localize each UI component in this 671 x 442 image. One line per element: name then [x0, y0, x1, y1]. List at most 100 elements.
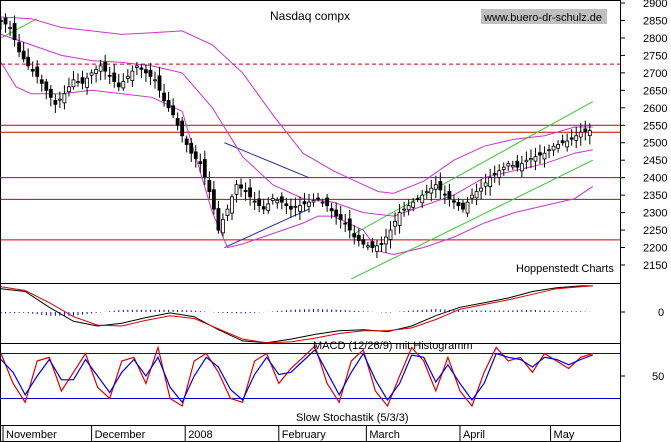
candle-body — [17, 42, 22, 53]
candle-body — [302, 201, 307, 205]
candle-body — [234, 184, 239, 195]
trend-line — [0, 18, 38, 39]
candle-body — [202, 159, 207, 178]
candle-body — [470, 194, 474, 199]
candle-body — [578, 131, 583, 138]
candle-body — [39, 79, 44, 84]
candle-body — [388, 229, 393, 240]
candle-body — [465, 201, 470, 214]
candle-body — [329, 208, 334, 212]
candle-body — [474, 191, 479, 199]
candle-body — [134, 65, 139, 68]
candle-body — [261, 206, 266, 210]
candle-body — [365, 245, 370, 248]
candle-body — [189, 142, 194, 154]
candle-body — [252, 200, 257, 203]
candle-body — [30, 69, 35, 72]
candle-body — [438, 181, 443, 191]
bollinger-lower-band — [0, 62, 594, 256]
macd-layer — [0, 285, 593, 344]
candle-body — [239, 184, 243, 189]
y-tick-label: 2850 — [643, 15, 667, 27]
candle-body — [569, 137, 574, 140]
candle-body — [307, 201, 311, 207]
candle-body — [112, 72, 117, 82]
y-tick-label: 2250 — [643, 225, 667, 237]
candle-body — [461, 202, 465, 210]
candle-body — [393, 220, 397, 227]
candle-body — [343, 222, 348, 225]
candle-body — [347, 218, 352, 231]
stoch-k-line — [0, 344, 593, 408]
candle-body — [257, 198, 262, 207]
y-tick-label: 2600 — [643, 103, 667, 115]
x-month-label: March — [369, 429, 400, 441]
candle-body — [89, 72, 94, 76]
candle-body — [565, 140, 570, 148]
macd-label: MACD (12/26/9) mit Histogramm — [313, 340, 473, 352]
candle-body — [225, 208, 230, 216]
trend-line — [224, 142, 310, 179]
candle-body — [243, 189, 248, 193]
candle-body — [198, 161, 203, 165]
candle-body — [35, 66, 40, 77]
y-tick-label: 2650 — [643, 85, 667, 97]
y-tick-label: 2400 — [643, 173, 667, 185]
candle-body — [529, 158, 533, 161]
chart-title: Nasdaq compx — [270, 9, 350, 23]
watermark-background — [481, 9, 607, 24]
candle-body — [506, 163, 511, 167]
x-month-label: November — [6, 429, 57, 441]
stoch-label-background — [290, 411, 425, 424]
candle-body — [116, 82, 121, 88]
candle-body — [424, 191, 429, 194]
candle-body — [316, 197, 320, 200]
candle-body — [270, 198, 275, 201]
candle-body — [293, 205, 298, 208]
candle-body — [384, 236, 388, 245]
candle-body — [356, 235, 361, 241]
candle-body — [107, 74, 112, 77]
candle-body — [130, 70, 135, 81]
candle-body — [8, 27, 12, 29]
macd-signal-line — [0, 285, 593, 344]
candle-body — [560, 140, 565, 144]
candle-body — [44, 81, 49, 91]
candle-body — [153, 79, 157, 82]
candle-body — [510, 165, 515, 168]
candle-body — [447, 190, 452, 200]
candle-body — [483, 182, 488, 187]
candle-body — [144, 69, 148, 74]
y-tick-label: 2550 — [643, 120, 667, 132]
candle-body — [334, 209, 339, 217]
y-tick-label: 2500 — [643, 138, 667, 150]
candle-body — [415, 198, 420, 200]
grid-layer — [0, 18, 620, 280]
candle-body — [21, 50, 26, 60]
y-tick-label: 2200 — [643, 243, 667, 255]
candle-body — [184, 138, 189, 145]
candle-body — [298, 205, 302, 212]
y-tick-label: 2900 — [643, 0, 667, 10]
candle-body — [370, 241, 375, 248]
price-layer — [0, 13, 592, 258]
candle-body — [121, 81, 126, 89]
candle-body — [288, 205, 293, 210]
candle-body — [551, 145, 556, 151]
candle-body — [230, 196, 234, 214]
candle-body — [166, 99, 171, 109]
candle-body — [162, 92, 166, 102]
y-tick-label: 2150 — [643, 260, 667, 272]
candle-body — [311, 199, 316, 203]
candle-body — [98, 65, 103, 72]
candle-body — [221, 219, 225, 234]
candle-body — [125, 75, 130, 79]
candle-body — [171, 105, 176, 116]
candle-body — [320, 201, 325, 204]
candle-body — [406, 205, 411, 211]
bollinger-upper-band — [0, 16, 593, 194]
candle-body — [361, 239, 366, 245]
candle-body — [583, 128, 588, 132]
